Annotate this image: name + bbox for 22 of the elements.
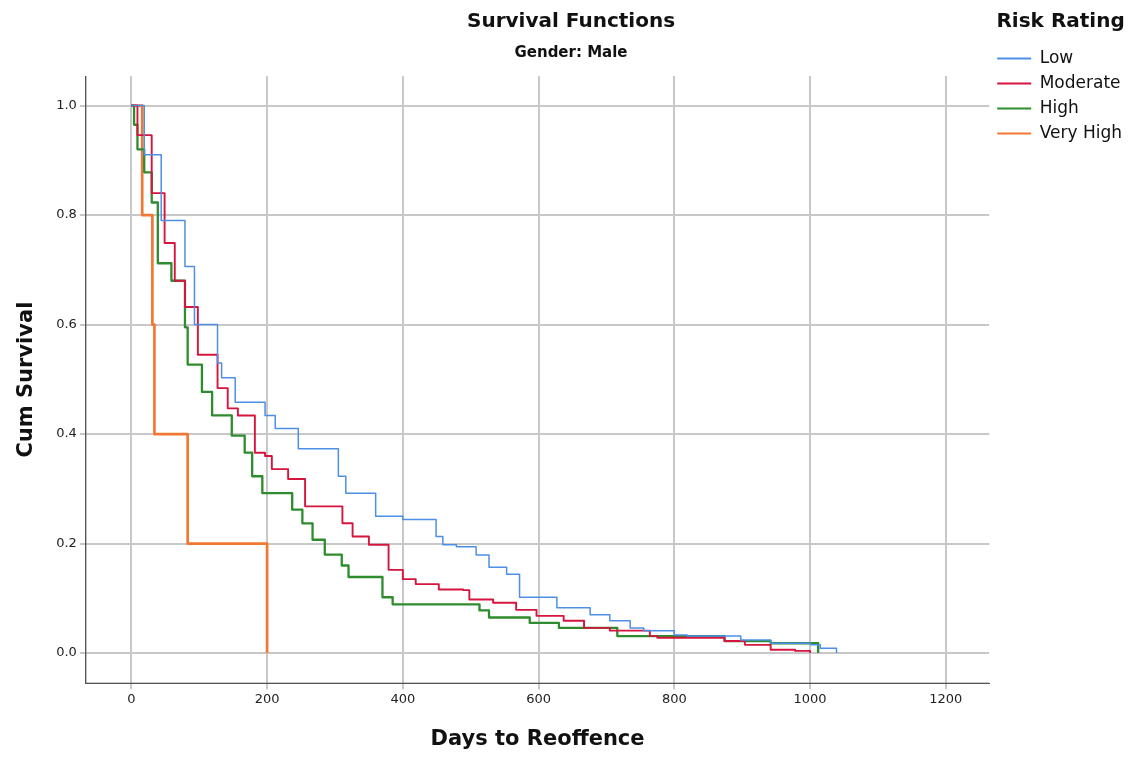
x-tick-label: 1000	[793, 691, 827, 707]
y-tick-label: 0.2	[56, 534, 77, 550]
x-tick-label: 1200	[929, 691, 963, 707]
x-tick-label: 600	[526, 691, 551, 707]
y-tick-label: 1.0	[56, 96, 77, 112]
x-tick-label: 400	[390, 691, 416, 707]
y-axis-title: Cum Survival	[13, 301, 38, 458]
y-tick-label: 0.4	[56, 425, 77, 441]
x-axis-title: Days to Reoffence	[430, 725, 645, 750]
x-tick-label: 800	[661, 691, 687, 707]
chart-subtitle: Gender: Male	[514, 42, 628, 61]
x-tick-label: 200	[254, 691, 280, 707]
x-tick-label: 0	[127, 691, 136, 707]
chart-title: Survival Functions	[466, 8, 676, 33]
legend-title: Risk Rating	[996, 8, 1125, 33]
legend-label: High	[1039, 96, 1079, 117]
y-tick-label: 0.8	[56, 206, 77, 222]
y-tick-label: 0.0	[56, 644, 77, 660]
legend-label: Moderate	[1039, 71, 1121, 92]
legend-label: Low	[1039, 46, 1074, 67]
y-tick-label: 0.6	[56, 315, 77, 331]
legend-label: Very High	[1039, 121, 1122, 142]
